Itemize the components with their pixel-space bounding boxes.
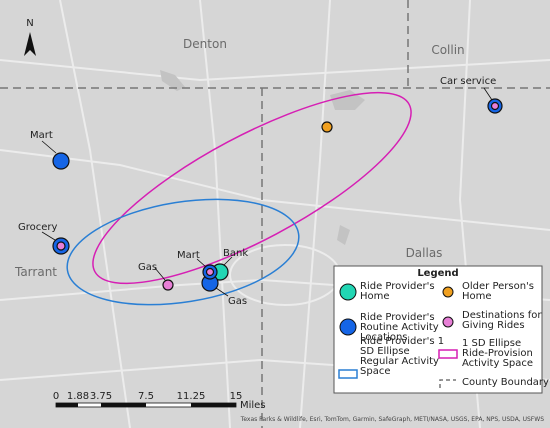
north-label: N [26, 18, 33, 29]
legend-label: Older Person's [462, 281, 534, 292]
legend-symbol [339, 283, 357, 301]
leader [196, 258, 207, 268]
legend-label: Regular Activity [360, 356, 439, 367]
place-label: Bank [223, 248, 248, 259]
scale-segment [191, 403, 236, 407]
legend-label: Giving Rides [462, 320, 525, 331]
leader [223, 256, 233, 266]
legend-symbol [338, 369, 358, 379]
region-label: Collin [431, 43, 464, 57]
leader [41, 231, 56, 241]
legend-symbol [442, 286, 454, 298]
north-arrow-symbol [24, 32, 36, 56]
legend-label: Destinations for [462, 310, 542, 321]
legend-label: Activity Space [462, 358, 533, 369]
legend-title: Legend [417, 268, 458, 279]
region-label: Tarrant [14, 265, 57, 279]
leaders [41, 87, 493, 297]
scale-unit: Miles [240, 400, 266, 411]
routine-location [52, 152, 70, 170]
regular-activity-ellipse [66, 198, 300, 306]
scale-tick-label: 1.88 [67, 391, 89, 402]
legend-symbol [339, 318, 357, 336]
scale-tick-label: 15 [230, 391, 243, 402]
scale-bar [55, 402, 237, 408]
destination [56, 241, 66, 251]
road [0, 59, 550, 82]
legend-label: Space [360, 366, 390, 377]
attribution: Texas Parks & Wildlife, Esri, TomTom, Ga… [240, 416, 545, 423]
scale-tick-label: 0 [53, 391, 59, 402]
legend-symbol [442, 316, 454, 328]
legend-symbol [439, 379, 456, 388]
region-label: Dallas [406, 246, 443, 260]
legend-label: Locations [360, 332, 408, 343]
legend-label: Ride Provider's 1 [360, 336, 444, 347]
leader [154, 267, 166, 281]
leader [215, 287, 229, 297]
legend-box [333, 265, 543, 394]
legend-label: Home [360, 291, 390, 302]
legend-label: Ride Provider's [360, 281, 435, 292]
north-arrow [24, 32, 36, 56]
destination [490, 101, 500, 111]
legend-label: SD Ellipse [360, 346, 410, 357]
scale-tick-label: 3.75 [90, 391, 112, 402]
place-label: Gas [228, 296, 247, 307]
legend-label: Home [462, 291, 492, 302]
ride-provision-ellipse [92, 91, 412, 285]
place-label: Grocery [18, 222, 58, 233]
road [59, 0, 131, 428]
legend-label: Ride Provider's [360, 312, 435, 323]
scale-segment [101, 403, 146, 407]
place-label: Car service [440, 76, 496, 87]
legend-label: 1 SD Ellipse [462, 338, 521, 349]
lake [160, 70, 185, 91]
scale-tick-label: 11.25 [177, 391, 206, 402]
region-label: Denton [183, 37, 227, 51]
legend-label: Routine Activity [360, 322, 439, 333]
scale-segment [56, 403, 78, 407]
road [299, 0, 331, 428]
place-label: Mart [177, 250, 200, 261]
points [52, 98, 503, 292]
destination [162, 279, 174, 291]
lake [337, 225, 350, 245]
legend-symbols [338, 283, 458, 388]
legend-label: Ride-Provision [462, 348, 533, 359]
older-person-home [321, 121, 333, 133]
legend-label: County Boundary [462, 377, 549, 388]
scale-tick-label: 7.5 [138, 391, 154, 402]
leader [41, 140, 57, 154]
place-label: Mart [30, 130, 53, 141]
leader [483, 87, 493, 101]
road [199, 0, 231, 428]
legend-symbol [438, 349, 458, 359]
destination [205, 267, 215, 277]
place-label: Gas [138, 262, 157, 273]
